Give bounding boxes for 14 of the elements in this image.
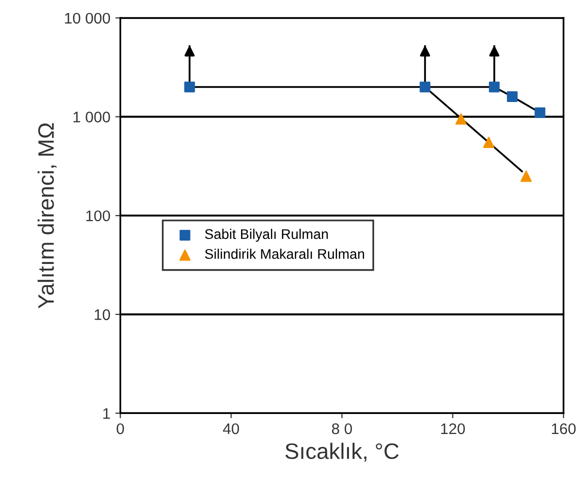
x-tick-label: 160 — [552, 423, 576, 434]
legend-label: Silindirik Makaralı Rulman — [205, 248, 364, 259]
y-tick-label: 1 000 — [74, 112, 110, 122]
x-tick-label: 40 — [222, 423, 240, 434]
legend-label: Sabit Bilyalı Rulman — [205, 228, 328, 242]
y-tick-label: 1 — [103, 408, 110, 419]
y-axis-title: Yalıtım direnci, MΩ — [38, 123, 57, 308]
y-tick-label: 10 — [94, 309, 110, 320]
x-tick-label: 0 — [116, 423, 124, 434]
x-tick-label: 120 — [441, 423, 465, 434]
x-axis-title: Sıcaklık, °C — [285, 442, 399, 462]
y-tick-label: 100 — [86, 210, 110, 222]
x-tick-label: 8 0 — [332, 423, 352, 434]
y-tick-label: 10 000 — [65, 12, 110, 24]
